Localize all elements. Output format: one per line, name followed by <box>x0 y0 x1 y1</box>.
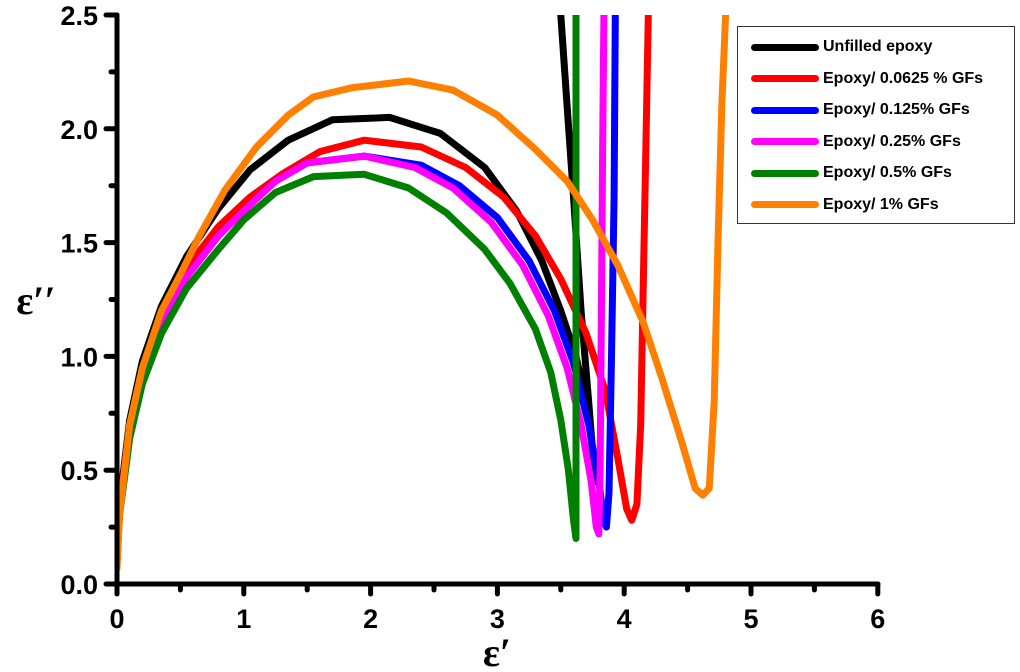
legend-swatch <box>751 75 819 82</box>
x-ticks: 0 1 2 3 4 5 6 <box>109 581 885 634</box>
legend-swatch <box>751 106 819 114</box>
legend-swatch <box>751 43 819 51</box>
series-line-2 <box>117 15 619 565</box>
y-tick-label: 2.0 <box>60 115 98 145</box>
y-tick-label: 1.5 <box>60 229 98 259</box>
legend-item: Epoxy/ 0.0625 % GFs <box>751 64 983 94</box>
legend-label: Epoxy/ 1% GFs <box>823 195 939 213</box>
y-tick-label: 0.0 <box>60 570 98 600</box>
legend-item: Epoxy/ 0.125% GFs <box>751 95 970 125</box>
legend-item: Unfilled epoxy <box>751 32 932 62</box>
x-tick-label: 4 <box>617 604 632 634</box>
y-tick-label: 1.0 <box>60 342 98 372</box>
legend-item: Epoxy/ 0.5% GFs <box>751 158 952 188</box>
legend-item: Epoxy/ 1% GFs <box>751 190 939 220</box>
x-tick-label: 1 <box>236 604 251 634</box>
x-tick-label: 2 <box>363 604 378 634</box>
series-line-4 <box>117 15 580 565</box>
x-tick-label: 6 <box>870 604 885 634</box>
legend-label: Epoxy/ 0.125% GFs <box>823 101 970 118</box>
x-axis-title: ε′ <box>483 630 511 672</box>
legend-swatch <box>751 169 819 177</box>
legend-swatch <box>751 201 819 208</box>
series-line-5 <box>117 15 730 572</box>
series-lines <box>117 15 730 572</box>
x-tick-label: 3 <box>490 604 505 634</box>
y-axis-title: ε′′ <box>16 278 56 323</box>
legend-label: Unfilled epoxy <box>823 38 933 55</box>
legend: Unfilled epoxy Epoxy/ 0.0625 % GFs Epoxy/ … <box>737 26 1015 224</box>
y-ticks: 0.0 0.5 1.0 1.5 2.0 2.5 <box>60 1 120 600</box>
legend-swatch <box>751 138 819 145</box>
y-tick-label: 0.5 <box>60 456 98 486</box>
y-tick-label: 2.5 <box>60 1 98 31</box>
series-line-3 <box>117 15 608 565</box>
legend-item: Epoxy/ 0.25% GFs <box>751 127 961 157</box>
legend-label: Epoxy/ 0.25% GFs <box>823 132 961 150</box>
legend-label: Epoxy/ 0.0625 % GFs <box>823 69 984 87</box>
x-tick-label: 5 <box>743 604 758 634</box>
x-tick-label: 0 <box>109 604 124 634</box>
legend-label: Epoxy/ 0.5% GFs <box>823 164 952 181</box>
